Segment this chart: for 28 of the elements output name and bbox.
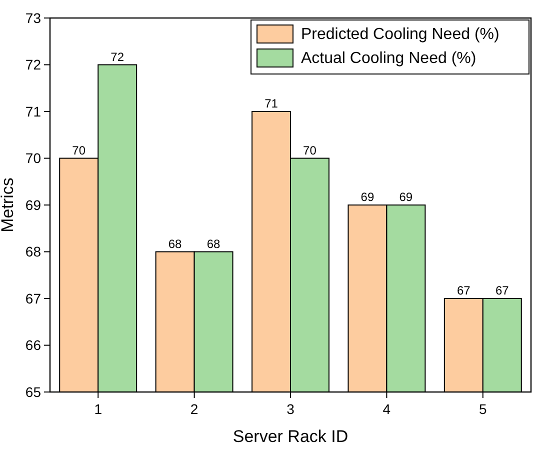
legend-label: Predicted Cooling Need (%) [301, 26, 500, 43]
data-label: 69 [399, 190, 413, 204]
data-label: 69 [360, 190, 374, 204]
y-tick-label: 71 [25, 103, 42, 120]
y-axis-title: Metrics [0, 178, 17, 232]
y-tick-label: 67 [25, 290, 42, 306]
x-tick-label: 5 [479, 401, 487, 417]
data-label: 71 [264, 96, 278, 110]
x-tick-label: 3 [286, 401, 295, 417]
y-tick-label: 65 [25, 384, 42, 400]
data-label: 70 [72, 143, 86, 158]
y-tick-label: 72 [25, 56, 42, 73]
data-label: 72 [110, 50, 124, 64]
y-tick-label: 66 [25, 337, 42, 354]
data-label: 67 [456, 284, 471, 298]
y-tick-label: 68 [25, 244, 42, 260]
data-label: 70 [303, 143, 317, 158]
y-tick-label: 70 [25, 150, 42, 166]
data-label: 68 [168, 236, 182, 251]
x-tick-label: 4 [382, 401, 391, 417]
x-tick-label: 2 [190, 401, 198, 417]
y-tick-label: 73 [25, 10, 42, 26]
x-tick-label: 1 [94, 401, 102, 417]
data-label: 67 [495, 284, 510, 298]
y-tick-label: 69 [25, 196, 42, 213]
legend-label: Actual Cooling Need (%) [301, 50, 476, 67]
data-label: 68 [206, 236, 221, 251]
x-axis-title: Server Rack ID [232, 427, 348, 446]
